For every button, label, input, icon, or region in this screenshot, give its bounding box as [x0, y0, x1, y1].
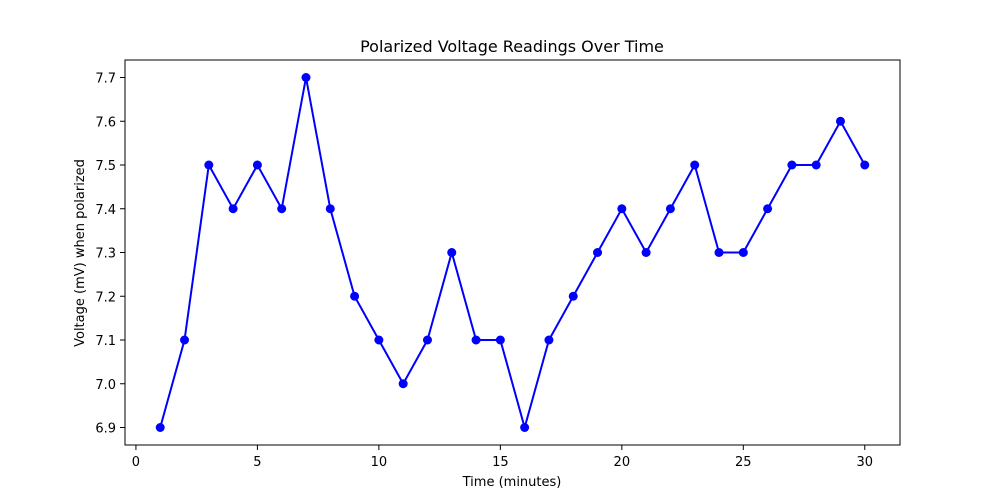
data-point	[641, 248, 651, 257]
x-tick-label: 0	[132, 455, 140, 470]
y-tick-label: 7.2	[95, 290, 116, 305]
y-tick-label: 7.5	[95, 159, 116, 174]
x-tick-label: 15	[492, 455, 509, 470]
x-tick-label: 10	[371, 455, 388, 470]
data-point	[447, 248, 457, 257]
data-point	[374, 335, 384, 345]
data-point	[763, 204, 773, 214]
y-tick-label: 7.6	[95, 115, 116, 130]
data-point	[471, 335, 481, 345]
data-point	[204, 160, 214, 170]
data-point	[690, 160, 700, 170]
x-axis-label: Time (minutes)	[462, 475, 562, 490]
data-point	[520, 423, 530, 432]
data-point	[811, 160, 821, 170]
series-line	[159, 77, 866, 432]
data-point	[593, 248, 603, 257]
y-tick-label: 7.7	[95, 72, 116, 87]
data-point	[398, 379, 408, 389]
plot-area: 0 5 10 15 20 25 30 6.9 7.0 7.1 7.2 7.3 7.4 7.5 7.6 7.7	[95, 59, 901, 470]
x-tick-label: 30	[856, 455, 873, 470]
data-point	[277, 204, 287, 214]
data-point	[738, 248, 748, 257]
data-point	[252, 160, 262, 170]
data-point	[301, 73, 311, 82]
y-axis-label: Voltage (mV) when polarized	[73, 159, 88, 347]
data-point	[617, 204, 627, 214]
data-point	[787, 160, 797, 170]
data-point	[714, 248, 724, 257]
y-tick-label: 7.4	[95, 203, 116, 218]
y-tick-label: 6.9	[95, 422, 116, 437]
data-point	[422, 335, 432, 345]
data-point	[835, 116, 845, 126]
data-point	[325, 204, 335, 214]
data-point	[495, 335, 505, 345]
data-point	[568, 291, 578, 301]
y-tick-label: 7.3	[95, 247, 116, 262]
x-tick-label: 20	[614, 455, 631, 470]
y-tick-label: 7.0	[95, 378, 116, 393]
data-point	[180, 335, 190, 345]
data-point	[228, 204, 238, 214]
data-point	[544, 335, 554, 345]
data-point	[665, 204, 675, 214]
chart-title: Polarized Voltage Readings Over Time	[360, 37, 664, 56]
data-point	[350, 291, 360, 301]
data-point	[155, 423, 165, 432]
data-point	[860, 160, 870, 170]
x-tick-label: 25	[735, 455, 752, 470]
y-tick-label: 7.1	[95, 334, 116, 349]
x-tick-label: 5	[253, 455, 261, 470]
